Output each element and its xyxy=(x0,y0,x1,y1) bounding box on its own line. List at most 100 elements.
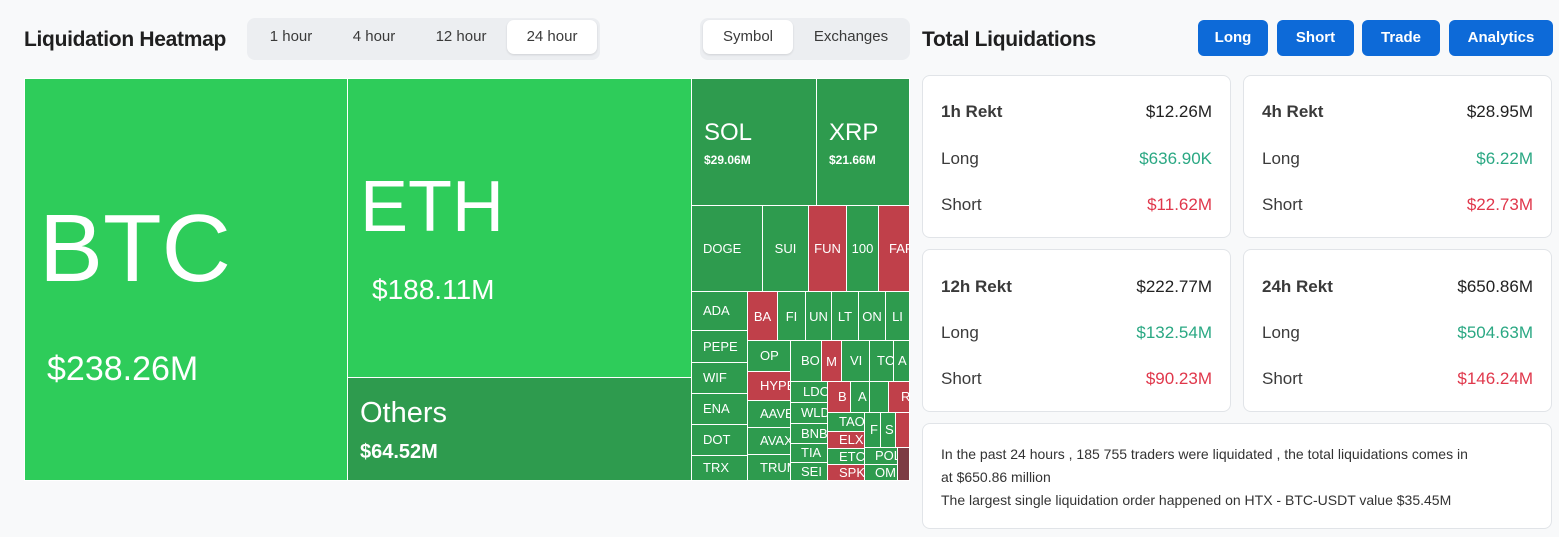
tile-a[interactable]: A xyxy=(893,340,910,382)
card-short-label: Short xyxy=(1262,195,1303,214)
tab-1-hour[interactable]: 1 hour xyxy=(269,28,313,45)
tile-ena[interactable]: ENA xyxy=(691,393,748,425)
tile-r[interactable]: R xyxy=(888,381,910,413)
card-total-value: $222.77M xyxy=(1136,277,1212,296)
card-period-label: 4h Rekt xyxy=(1262,102,1324,121)
tile-tao[interactable]: TAO xyxy=(827,412,865,432)
tile-btc-symbol: BTC xyxy=(39,195,231,302)
tile-trump[interactable]: TRUM xyxy=(747,454,791,481)
trade-button[interactable]: Trade xyxy=(1362,20,1440,56)
tile-tia[interactable]: TIA xyxy=(790,443,828,463)
tile-f[interactable]: F xyxy=(864,412,881,448)
tile-hype[interactable]: HYPE xyxy=(747,371,791,401)
tile-doge[interactable]: DOGE xyxy=(691,205,763,292)
tile-m[interactable]: M xyxy=(821,340,842,382)
tile-avax[interactable]: AVAX xyxy=(747,427,791,455)
card-period-label: 12h Rekt xyxy=(941,277,1012,296)
tile-xrp-value: $21.66M xyxy=(829,153,876,167)
rekt-card-24h: 24h Rekt $650.86M Long $504.63M Short $146.… xyxy=(1243,249,1552,412)
tile-wld[interactable]: WLD xyxy=(790,402,828,424)
tile-pepe[interactable]: PEPE xyxy=(691,330,748,363)
tile-fun[interactable]: FUN xyxy=(808,205,847,292)
short-button[interactable]: Short xyxy=(1277,20,1354,56)
card-short-label: Short xyxy=(1262,369,1303,388)
tile-sol[interactable]: SOL $29.06M xyxy=(691,78,817,206)
tile-100[interactable]: 100 xyxy=(846,205,879,292)
tab-4-hour[interactable]: 4 hour xyxy=(352,28,396,45)
tile-small-1[interactable] xyxy=(869,381,889,413)
card-short-label: Short xyxy=(941,195,982,214)
timeframe-selector: 1 hour 4 hour 12 hour 24 hour xyxy=(247,18,600,60)
card-short-value: $22.73M xyxy=(1466,195,1533,214)
long-button[interactable]: Long xyxy=(1198,20,1268,56)
summary-line-3: The largest single liquidation order hap… xyxy=(941,492,1452,508)
card-long-label: Long xyxy=(1262,149,1300,168)
card-long-label: Long xyxy=(1262,323,1300,342)
tile-etc[interactable]: ETC xyxy=(827,448,865,465)
card-period-label: 24h Rekt xyxy=(1262,277,1333,296)
card-long-value: $132.54M xyxy=(1136,323,1212,342)
total-liquidations-title: Total Liquidations xyxy=(922,28,1096,51)
tile-small-2[interactable] xyxy=(895,412,910,448)
card-period-label: 1h Rekt xyxy=(941,102,1003,121)
tab-exchanges[interactable]: Exchanges xyxy=(813,28,889,45)
tile-un[interactable]: UN xyxy=(805,291,832,341)
tile-sei[interactable]: SEI xyxy=(790,462,828,481)
tile-pol[interactable]: POL xyxy=(864,447,898,465)
liquidation-summary: In the past 24 hours , 185 755 traders w… xyxy=(922,423,1552,529)
tile-wif[interactable]: WIF xyxy=(691,362,748,394)
card-short-value: $11.62M xyxy=(1147,195,1212,214)
tile-eth[interactable]: ETH $188.11M xyxy=(347,78,692,378)
tile-op[interactable]: OP xyxy=(747,340,791,372)
tile-li[interactable]: LI xyxy=(885,291,910,341)
tile-on[interactable]: ON xyxy=(858,291,886,341)
tab-24-hour[interactable]: 24 hour xyxy=(507,20,597,54)
tile-ldo[interactable]: LDO xyxy=(790,381,828,403)
tile-a2[interactable]: A xyxy=(850,381,870,413)
tile-xrp-symbol: XRP xyxy=(829,119,879,146)
tile-eth-symbol: ETH xyxy=(360,167,504,247)
rekt-card-4h: 4h Rekt $28.95M Long $6.22M Short $22.73M xyxy=(1243,75,1552,238)
tile-sol-symbol: SOL xyxy=(704,119,753,146)
tile-om[interactable]: OM xyxy=(864,464,898,481)
tile-sui[interactable]: SUI xyxy=(762,205,809,292)
tab-12-hour[interactable]: 12 hour xyxy=(435,28,487,45)
view-selector: Symbol Exchanges xyxy=(700,18,910,60)
summary-line-2: at $650.86 million xyxy=(941,469,1051,485)
card-short-label: Short xyxy=(941,369,982,388)
card-short-value: $146.24M xyxy=(1457,369,1533,388)
liquidation-treemap: BTC $238.26M ETH $188.11M Others $64.52M… xyxy=(24,78,910,481)
tile-trx[interactable]: TRX xyxy=(691,455,748,481)
card-long-label: Long xyxy=(941,149,979,168)
tile-others[interactable]: Others $64.52M xyxy=(347,377,692,481)
tile-xrp[interactable]: XRP $21.66M xyxy=(816,78,910,206)
tile-b[interactable]: B xyxy=(827,381,851,413)
card-short-value: $90.23M xyxy=(1145,369,1212,388)
tile-lt[interactable]: LT xyxy=(831,291,859,341)
tile-aave[interactable]: AAVE xyxy=(747,400,791,428)
tile-fi[interactable]: FI xyxy=(777,291,806,341)
tile-eth-value: $188.11M xyxy=(372,274,495,305)
tile-far[interactable]: FAR xyxy=(878,205,910,292)
card-long-value: $636.90K xyxy=(1139,149,1212,168)
tile-vi[interactable]: VI xyxy=(841,340,870,382)
tile-btc[interactable]: BTC $238.26M xyxy=(24,78,348,481)
analytics-button[interactable]: Analytics xyxy=(1449,20,1553,56)
tab-symbol[interactable]: Symbol xyxy=(703,20,793,54)
tile-small-3[interactable] xyxy=(897,447,910,481)
tile-ba[interactable]: BA xyxy=(747,291,778,341)
tile-spk[interactable]: SPK xyxy=(827,464,865,481)
heatmap-title: Liquidation Heatmap xyxy=(24,28,226,51)
tile-elx[interactable]: ELX xyxy=(827,431,865,449)
card-total-value: $28.95M xyxy=(1466,102,1533,121)
tile-dot[interactable]: DOT xyxy=(691,424,748,456)
card-long-value: $504.63M xyxy=(1457,323,1533,342)
tile-s[interactable]: S xyxy=(880,412,896,448)
tile-bo[interactable]: BO xyxy=(790,340,822,382)
tile-tc[interactable]: TC xyxy=(869,340,894,382)
tile-btc-value: $238.26M xyxy=(47,350,199,388)
tile-bnb[interactable]: BNB xyxy=(790,423,828,444)
tile-others-symbol: Others xyxy=(360,397,448,429)
tile-ada[interactable]: ADA xyxy=(691,291,748,331)
rekt-card-1h: 1h Rekt $12.26M Long $636.90K Short $11.62M xyxy=(922,75,1231,238)
